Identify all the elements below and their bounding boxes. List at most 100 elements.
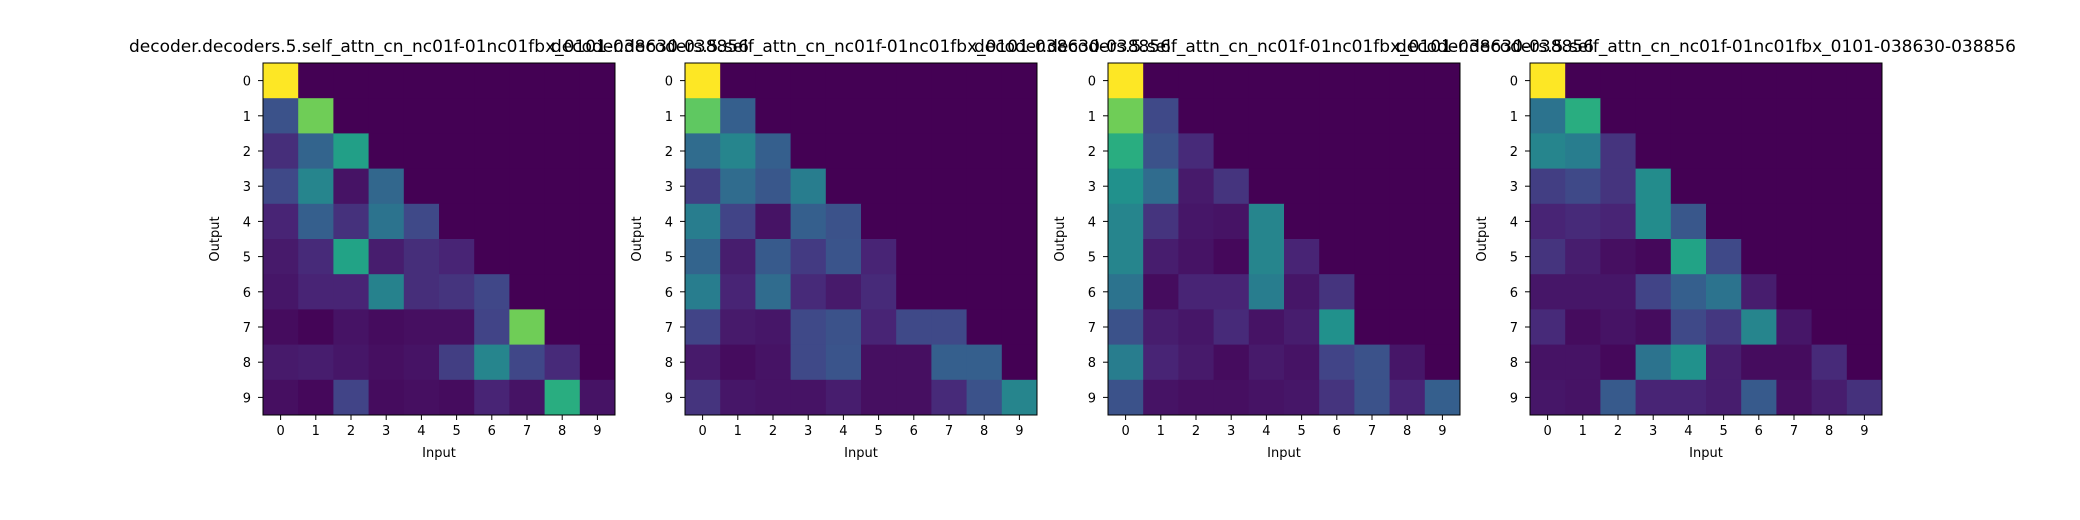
heatmap-cell bbox=[1530, 309, 1566, 345]
heatmap-cell bbox=[1424, 63, 1461, 99]
heatmap-cell bbox=[1741, 309, 1777, 345]
heatmap-cell bbox=[439, 274, 475, 310]
heatmap-cell bbox=[1213, 203, 1250, 240]
heatmap-cell bbox=[1670, 274, 1707, 310]
y-tick-label: 1 bbox=[1510, 110, 1518, 125]
heatmap-cell bbox=[474, 63, 510, 99]
heatmap-cell bbox=[263, 98, 299, 134]
heatmap-cell bbox=[1811, 133, 1848, 169]
heatmap-cell bbox=[403, 133, 440, 169]
heatmap-cell bbox=[1424, 203, 1461, 240]
x-tick-label: 7 bbox=[523, 424, 531, 439]
heatmap-cell bbox=[825, 309, 862, 345]
heatmap-cell bbox=[1635, 344, 1672, 381]
heatmap-cell bbox=[1600, 168, 1636, 205]
heatmap-cell bbox=[1284, 63, 1320, 99]
heatmap-cell bbox=[263, 133, 299, 169]
heatmap-cell bbox=[896, 63, 932, 99]
heatmap-cell bbox=[1635, 98, 1672, 134]
x-tick-label: 2 bbox=[1614, 424, 1622, 439]
heatmap-cell bbox=[1001, 309, 1038, 345]
heatmap-cell bbox=[439, 133, 475, 169]
heatmap-cell bbox=[931, 309, 967, 345]
x-tick-label: 6 bbox=[1333, 424, 1341, 439]
heatmap-cell bbox=[755, 379, 791, 416]
heatmap-cell bbox=[1600, 309, 1636, 345]
heatmap-cell bbox=[1565, 309, 1601, 345]
heatmap-cell bbox=[1284, 133, 1320, 169]
heatmap-cell bbox=[1846, 203, 1883, 240]
heatmap-cell bbox=[1178, 379, 1214, 416]
heatmap-cell bbox=[1178, 98, 1214, 134]
heatmap-cell bbox=[1248, 309, 1285, 345]
heatmap-cell bbox=[403, 344, 440, 381]
heatmap-cell bbox=[1213, 98, 1250, 134]
heatmap-cell bbox=[1001, 274, 1038, 310]
x-tick-label: 3 bbox=[1227, 424, 1235, 439]
heatmap-cell bbox=[1108, 133, 1144, 169]
heatmap-cell bbox=[1213, 239, 1250, 275]
heatmap-cell bbox=[1319, 63, 1355, 99]
heatmap-cell bbox=[755, 168, 791, 205]
heatmap-cell bbox=[1846, 133, 1883, 169]
heatmap-cell bbox=[1213, 379, 1250, 416]
heatmap-cell bbox=[263, 239, 299, 275]
heatmap-cell bbox=[1354, 239, 1390, 275]
heatmap-cell bbox=[1706, 98, 1742, 134]
x-tick-label: 6 bbox=[488, 424, 496, 439]
y-tick-label: 0 bbox=[665, 75, 673, 90]
heatmap-cell bbox=[263, 168, 299, 205]
heatmap-cell bbox=[298, 379, 334, 416]
heatmap-cell bbox=[1143, 379, 1179, 416]
heatmap-cell bbox=[1565, 203, 1601, 240]
heatmap-cell bbox=[1178, 239, 1214, 275]
heatmap-cell bbox=[509, 309, 545, 345]
heatmap-cell bbox=[1565, 168, 1601, 205]
heatmap-cell bbox=[1600, 63, 1636, 99]
y-tick-label: 8 bbox=[1510, 356, 1518, 371]
heatmap-cell bbox=[1776, 379, 1812, 416]
heatmap-cell bbox=[1213, 133, 1250, 169]
heatmap-cell bbox=[1811, 239, 1848, 275]
heatmap-cell bbox=[509, 168, 545, 205]
heatmap-cell bbox=[966, 344, 1003, 381]
y-tick-label: 8 bbox=[1088, 356, 1096, 371]
x-tick-label: 0 bbox=[698, 424, 706, 439]
heatmap-cell bbox=[1389, 133, 1426, 169]
heatmap-cell bbox=[333, 168, 369, 205]
x-tick-label: 7 bbox=[1368, 424, 1376, 439]
heatmap-cell bbox=[1143, 344, 1179, 381]
heatmap-cell bbox=[1284, 379, 1320, 416]
heatmap-cell bbox=[1354, 274, 1390, 310]
heatmap-cell bbox=[544, 98, 581, 134]
heatmap-cell bbox=[1108, 203, 1144, 240]
x-tick-label: 4 bbox=[417, 424, 425, 439]
heatmap-cell bbox=[333, 239, 369, 275]
heatmap-cell bbox=[368, 133, 405, 169]
heatmap-cell bbox=[1706, 63, 1742, 99]
heatmap-cell bbox=[1389, 63, 1426, 99]
x-tick-label: 9 bbox=[1438, 424, 1446, 439]
heatmap-cell bbox=[720, 203, 756, 240]
y-tick-label: 9 bbox=[1088, 391, 1096, 406]
heatmap-cell bbox=[1741, 98, 1777, 134]
heatmap-cell bbox=[1530, 274, 1566, 310]
heatmap-cell bbox=[1600, 239, 1636, 275]
y-tick-label: 0 bbox=[1510, 75, 1518, 90]
heatmap-cell bbox=[825, 274, 862, 310]
heatmap-cell bbox=[1776, 98, 1812, 134]
heatmap-cell bbox=[403, 63, 440, 99]
heatmap-cell bbox=[474, 344, 510, 381]
heatmap-cell bbox=[685, 274, 721, 310]
heatmap-cell bbox=[544, 203, 581, 240]
x-tick-label: 4 bbox=[1262, 424, 1270, 439]
x-tick-label: 8 bbox=[1825, 424, 1833, 439]
x-tick-label: 3 bbox=[382, 424, 390, 439]
heatmap-cell bbox=[1565, 239, 1601, 275]
heatmap-cell bbox=[368, 239, 405, 275]
heatmap-cell bbox=[1213, 63, 1250, 99]
y-tick-label: 5 bbox=[1088, 251, 1096, 266]
heatmap-cell bbox=[720, 309, 756, 345]
heatmap-cell bbox=[790, 168, 827, 205]
